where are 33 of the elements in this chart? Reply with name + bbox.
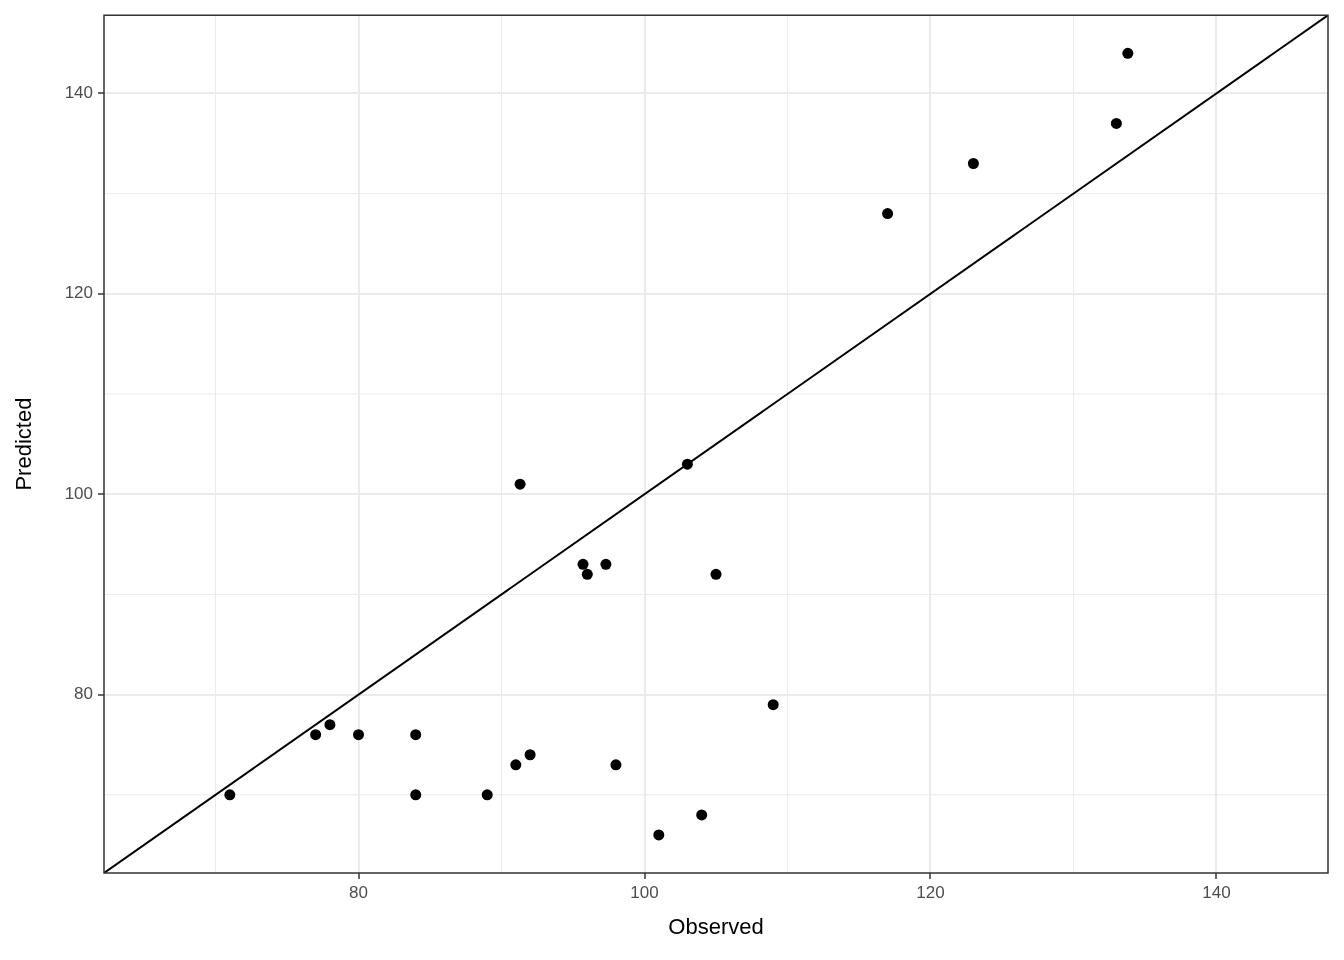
point	[1122, 47, 1134, 59]
point	[710, 568, 722, 580]
x-tick-label: 120	[916, 882, 945, 902]
y-tick-label: 120	[64, 283, 93, 303]
point	[967, 158, 979, 170]
x-axis-title: Observed	[668, 913, 764, 939]
point	[600, 558, 612, 570]
point	[581, 568, 593, 580]
point	[324, 719, 336, 731]
point	[653, 829, 665, 841]
x-tick-label: 140	[1202, 882, 1231, 902]
point	[510, 759, 522, 771]
x-tick-label: 80	[349, 882, 368, 902]
point	[353, 729, 365, 741]
y-tick-label: 100	[64, 483, 93, 503]
point	[514, 478, 526, 490]
point	[410, 789, 422, 801]
point	[524, 749, 536, 761]
point	[767, 699, 779, 711]
x-tick-label: 100	[630, 882, 659, 902]
y-tick-label: 140	[64, 83, 93, 103]
point	[410, 729, 422, 741]
point	[882, 208, 894, 220]
y-axis-title: Predicted	[11, 397, 37, 491]
point	[577, 558, 589, 570]
point	[681, 458, 693, 470]
y-tick-label: 80	[74, 684, 93, 704]
point	[224, 789, 236, 801]
point	[310, 729, 322, 741]
point	[1110, 117, 1122, 129]
point	[610, 759, 622, 771]
point	[481, 789, 493, 801]
point	[696, 809, 708, 821]
